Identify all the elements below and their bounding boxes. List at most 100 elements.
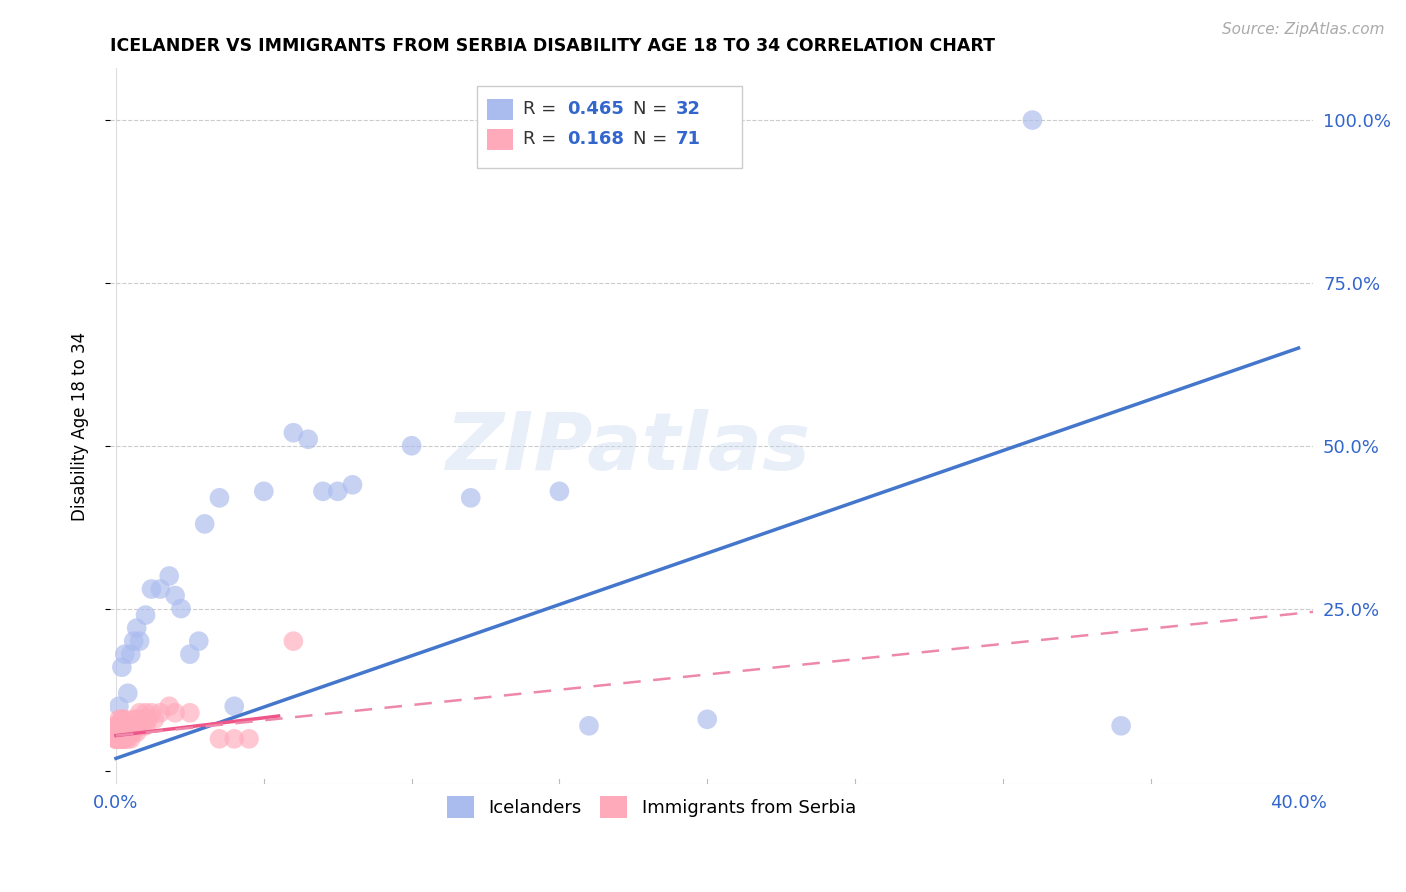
Y-axis label: Disability Age 18 to 34: Disability Age 18 to 34 [72,332,89,521]
Point [283,634,305,648]
Text: 0.168: 0.168 [567,130,624,148]
Text: N =: N = [634,100,673,118]
Point [135,719,157,733]
Point [342,478,364,492]
Point [117,725,139,739]
Point [125,725,148,739]
Point [104,719,127,733]
Point [114,719,136,733]
Point [149,582,172,596]
Point [141,706,163,720]
Point [157,569,180,583]
Point [131,712,153,726]
Point [108,731,131,746]
Point [297,432,319,446]
Text: ICELANDER VS IMMIGRANTS FROM SERBIA DISABILITY AGE 18 TO 34 CORRELATION CHART: ICELANDER VS IMMIGRANTS FROM SERBIA DISA… [110,37,995,55]
Point [111,719,134,733]
Point [111,731,134,746]
Point [179,647,201,661]
Point [238,731,260,746]
Point [117,686,139,700]
Point [165,706,187,720]
Point [578,719,600,733]
Point [122,712,145,726]
Point [460,491,482,505]
Point [108,725,131,739]
Point [120,647,142,661]
Point [114,725,136,739]
Point [143,712,166,726]
Point [170,601,193,615]
Point [117,725,139,739]
Point [111,660,134,674]
Point [149,706,172,720]
Point [108,719,131,733]
Point [108,731,131,746]
Point [117,731,139,746]
Point [114,731,136,746]
Point [122,719,145,733]
FancyBboxPatch shape [486,128,513,151]
Point [283,425,305,440]
Text: 32: 32 [675,100,700,118]
Point [179,706,201,720]
Text: 71: 71 [675,130,700,148]
Point [111,731,134,746]
Point [111,719,134,733]
Point [111,731,134,746]
Point [120,731,142,746]
Point [253,484,276,499]
Point [104,719,127,733]
Point [696,712,718,726]
Text: 0.465: 0.465 [567,100,624,118]
Point [111,712,134,726]
Point [108,725,131,739]
Point [108,725,131,739]
Point [224,699,246,714]
Point [125,712,148,726]
Point [108,731,131,746]
Point [114,725,136,739]
Point [111,725,134,739]
Point [117,719,139,733]
Text: N =: N = [634,130,673,148]
Point [128,706,150,720]
Point [120,719,142,733]
Point [104,731,127,746]
Point [104,731,127,746]
Point [108,712,131,726]
Point [224,731,246,746]
Point [131,719,153,733]
Point [108,731,131,746]
Point [128,719,150,733]
Point [128,712,150,726]
Point [104,731,127,746]
Point [114,712,136,726]
Point [135,712,157,726]
Point [135,608,157,623]
Point [312,484,335,499]
Point [1109,719,1132,733]
Legend: Icelanders, Immigrants from Serbia: Icelanders, Immigrants from Serbia [440,789,863,826]
Point [548,484,571,499]
Point [122,725,145,739]
Point [165,589,187,603]
Point [401,439,423,453]
Point [104,725,127,739]
Point [114,731,136,746]
Point [125,621,148,635]
Point [208,491,231,505]
Point [194,516,217,531]
Point [104,731,127,746]
Point [1021,113,1043,128]
Point [125,719,148,733]
Point [141,582,163,596]
Point [108,699,131,714]
Point [114,719,136,733]
FancyBboxPatch shape [477,86,742,169]
Point [111,731,134,746]
Point [326,484,349,499]
Point [104,731,127,746]
Point [128,634,150,648]
Text: R =: R = [523,130,562,148]
